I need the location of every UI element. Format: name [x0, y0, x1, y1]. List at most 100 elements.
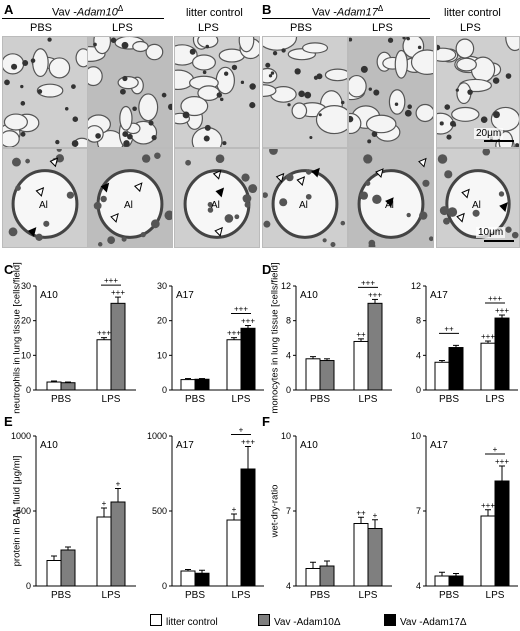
open-arrowhead-icon — [35, 187, 45, 197]
y-tick-label: 30 — [157, 281, 167, 291]
y-tick-label: 10 — [157, 350, 167, 360]
group-gene: Adam10 — [76, 6, 118, 19]
significance-label: +++ — [368, 290, 382, 299]
chart-title: A10 — [40, 290, 58, 301]
chart-title: A10 — [300, 440, 318, 451]
significance-label: +++ — [481, 501, 495, 510]
bar-control — [353, 523, 369, 587]
alveolus-label: Al — [472, 200, 481, 211]
x-tick-label: PBS — [185, 394, 205, 405]
chart-title: A10 — [300, 290, 318, 301]
y-tick-label: 0 — [286, 385, 291, 395]
filled-arrowhead-icon — [385, 197, 394, 208]
legend-swatch-control — [150, 614, 162, 626]
y-tick-label: 0 — [416, 385, 421, 395]
y-tick-label: 0 — [162, 581, 167, 591]
col-header-lps-a: LPS — [112, 22, 133, 34]
significance-label: +++ — [227, 329, 241, 338]
panel-label-a: A — [4, 2, 14, 17]
micrograph-detail-1: Al — [2, 148, 88, 248]
y-tick-label: 10 — [411, 431, 421, 441]
filled-arrowhead-icon — [499, 202, 508, 212]
scale-bar-top — [484, 140, 514, 142]
filled-arrowhead-icon — [311, 167, 320, 178]
col-header-lps-b: LPS — [372, 22, 393, 34]
micrograph-image: Al — [88, 149, 172, 247]
group-underline-adam10 — [2, 18, 164, 19]
open-arrowhead-icon — [296, 176, 306, 186]
bar-adam17 — [448, 347, 464, 391]
open-arrowhead-icon — [461, 188, 470, 199]
significance-label: +++ — [111, 288, 125, 297]
group-gene: Adam17 — [336, 6, 378, 19]
comparison-label: +++ — [361, 278, 375, 287]
bar-adam17 — [194, 572, 210, 587]
bar-control — [46, 560, 62, 587]
alveolus-label: Al — [385, 200, 394, 211]
x-tick-label: PBS — [51, 394, 71, 405]
scale-bar-label-top: 20μm — [474, 128, 504, 139]
open-arrowhead-icon — [133, 182, 143, 193]
y-axis-title: neutrophils in lung tissue [cells/field] — [11, 262, 23, 414]
micrograph-overview-2 — [87, 36, 173, 148]
significance-label: +++ — [495, 457, 509, 466]
col-header-pbs-b: PBS — [290, 22, 313, 34]
y-tick-label: 0 — [162, 385, 167, 395]
open-arrowhead-icon — [456, 212, 465, 223]
x-tick-label: LPS — [359, 590, 378, 601]
significance-label: +++ — [241, 317, 255, 326]
chart-title: A17 — [176, 290, 194, 301]
y-tick-label: 500 — [16, 506, 31, 516]
y-tick-label: 4 — [416, 581, 421, 591]
chart-title: A10 — [40, 440, 58, 451]
alveolus-label: Al — [39, 200, 48, 211]
legend-text: litter control — [166, 617, 218, 628]
chart-C1: 0 10 20 30 A10 PBS LPS +++ +++ +++ — [21, 276, 136, 405]
chart-title: A17 — [176, 440, 194, 451]
micrograph-image — [437, 37, 519, 147]
micrograph-image — [349, 37, 433, 147]
bar-adam10 — [110, 501, 126, 587]
open-arrowhead-icon — [49, 157, 59, 168]
bar-adam10 — [319, 360, 335, 391]
micrograph-overview-5 — [348, 36, 434, 148]
micrograph-image — [3, 37, 87, 147]
micrograph-detail-2: Al — [87, 148, 173, 248]
micrograph-image: Al — [437, 149, 519, 247]
y-tick-label: 4 — [286, 581, 291, 591]
chart-E1: 0 500 1000 A10 PBS LPS + + — [11, 431, 136, 601]
y-tick-label: 10 — [281, 431, 291, 441]
bar-control — [96, 339, 112, 391]
bar-control — [480, 515, 496, 587]
y-tick-label: 12 — [281, 281, 291, 291]
bar-control — [180, 570, 196, 587]
alveolus-label: Al — [211, 200, 220, 211]
group-header-adam17: Vav -Adam17Δ — [312, 4, 383, 19]
y-axis-title: monocytes in lung tissue [cells/field] — [269, 262, 281, 414]
col-header-lps-control-b: LPS — [460, 22, 481, 34]
y-tick-label: 8 — [416, 316, 421, 326]
micrograph-image: Al — [175, 149, 259, 247]
legend-vav-adam17: Vav -Adam17Δ — [384, 614, 467, 628]
micrograph-detail-5: Al — [348, 148, 434, 248]
x-tick-label: PBS — [185, 590, 205, 601]
col-header-pbs-a: PBS — [30, 22, 53, 34]
bar-control — [226, 339, 242, 391]
legend-swatch-adam17 — [384, 614, 396, 626]
micrograph-overview-1 — [2, 36, 88, 148]
group-underline-adam17 — [262, 18, 430, 19]
significance-label: +++ — [481, 332, 495, 341]
panel-label-f: F — [262, 414, 270, 429]
bar-control — [305, 568, 321, 587]
micrograph-overview-3 — [174, 36, 260, 148]
legend-vav-adam10: Vav -Adam10Δ — [258, 614, 341, 628]
y-axis-title: wet-dry-ratio — [269, 484, 281, 538]
panel-label-b: B — [262, 2, 272, 17]
y-tick-label: 1000 — [147, 431, 167, 441]
scale-bar-label-bottom: 10μm — [476, 227, 506, 238]
panel-label-d: D — [262, 262, 272, 277]
bar-adam17 — [494, 317, 510, 391]
y-tick-label: 1000 — [11, 431, 31, 441]
alveolus-label: Al — [124, 200, 133, 211]
